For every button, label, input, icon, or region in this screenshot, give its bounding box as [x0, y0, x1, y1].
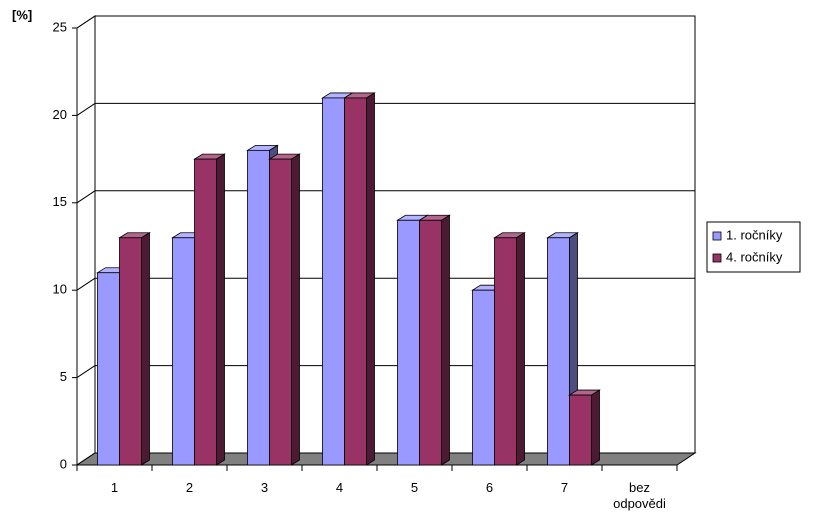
- y-tick-label: 5: [60, 369, 67, 384]
- bar: [119, 237, 142, 466]
- x-tick-label: 3: [260, 480, 269, 495]
- y-tick-label: 10: [53, 282, 67, 297]
- x-tick-label: 6: [485, 480, 494, 495]
- x-tick-label: 7: [560, 480, 569, 495]
- grid-line: [76, 365, 96, 379]
- bar: [322, 97, 345, 466]
- bar-side: [516, 232, 525, 466]
- y-tick-label: 0: [60, 456, 67, 471]
- x-tick-label: 5: [410, 480, 419, 495]
- legend-label: 4. ročníky: [726, 249, 783, 264]
- bar: [172, 237, 195, 466]
- y-tick-label: 20: [53, 107, 67, 122]
- legend-swatch: [712, 231, 722, 241]
- x-tick-label: 4: [335, 480, 344, 495]
- grid-line: [76, 15, 96, 29]
- x-tick-label: bez odpovědi: [613, 480, 666, 511]
- bar: [97, 272, 120, 466]
- bar: [247, 149, 270, 466]
- grid-line: [76, 277, 96, 291]
- x-tick-label: 1: [110, 480, 119, 495]
- y-tick-label: 15: [53, 194, 67, 209]
- bar: [472, 289, 495, 466]
- grid-line: [76, 102, 96, 116]
- bar-side: [591, 389, 600, 466]
- y-tick-label: 25: [53, 19, 67, 34]
- floor: [75, 452, 697, 466]
- bar: [547, 237, 570, 466]
- legend-label: 1. ročníky: [726, 227, 783, 242]
- grid-line: [76, 190, 96, 204]
- bar-side: [141, 232, 150, 466]
- bar-side: [441, 214, 450, 466]
- bar: [269, 158, 292, 466]
- bar: [419, 219, 442, 466]
- bar-side: [216, 153, 225, 466]
- legend-swatch: [712, 253, 722, 263]
- bar-side: [291, 153, 300, 466]
- legend-box: [706, 221, 801, 273]
- bar: [569, 394, 592, 466]
- x-tick-label: 2: [185, 480, 194, 495]
- bar-side: [366, 92, 375, 466]
- side-wall: [76, 15, 96, 466]
- bar: [344, 97, 367, 466]
- bar: [397, 219, 420, 466]
- y-axis-label: [%]: [12, 7, 32, 22]
- bar: [194, 158, 217, 466]
- bar: [494, 237, 517, 466]
